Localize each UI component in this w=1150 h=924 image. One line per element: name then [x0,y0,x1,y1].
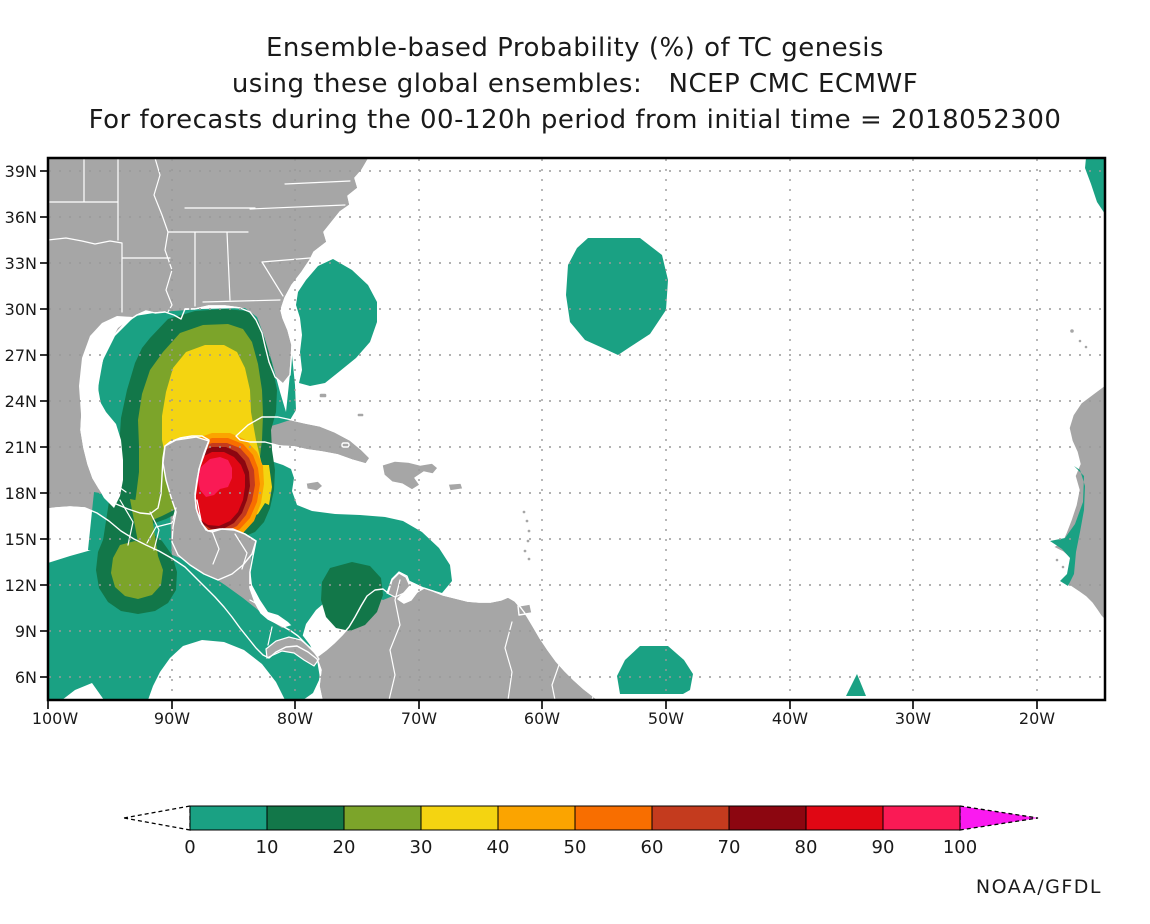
colorbar-segment [420,805,499,831]
y-tick: 12N [5,576,37,595]
contour-teal-ne-corner [1085,159,1104,213]
colorbar-label: 70 [718,837,741,858]
colorbar-segment [266,805,345,831]
colorbar-label: 40 [487,837,510,858]
chart-title-line2: using these global ensembles: NCEP CMC E… [231,69,919,99]
colorbar-segment [882,805,961,831]
y-tick: 9N [15,622,37,641]
colorbar-label: 100 [943,837,977,858]
colorbar-segment [189,805,268,831]
colorbar-underflow-arrow [123,805,191,831]
colorbar-segment [651,805,730,831]
x-axis-labels: 100W 90W 80W 70W 60W 50W 40W 30W 20W [32,709,1055,728]
border-lines [49,159,599,699]
y-tick: 36N [5,208,37,227]
x-tick: 20W [1019,709,1055,728]
colorbar-label: 60 [641,837,664,858]
contour-darkgreen-caribbean [321,562,383,631]
x-tick: 60W [524,709,560,728]
contour-teal-mid-atlantic [566,238,668,355]
x-tick: 30W [895,709,931,728]
y-axis-labels: 39N 36N 33N 30N 27N 24N 21N 18N 15N 12N … [5,162,37,687]
x-tick: 50W [648,709,684,728]
x-tick: 80W [277,709,313,728]
contour-teal-africa-coast [1050,466,1085,586]
colorbar-labels: 0 10 20 30 40 50 60 70 80 90 100 [184,837,977,858]
colorbar-overflow-arrow [959,805,1039,831]
colorbar-label: 20 [333,837,356,858]
x-tick: 90W [154,709,190,728]
contour-teal-tropical-atlantic [617,646,693,694]
contour-90-100 [198,457,232,497]
colorbar-segment [343,805,422,831]
colorbar-label: 30 [410,837,433,858]
y-tick: 30N [5,300,37,319]
x-tick: 40W [772,709,808,728]
colorbar: 0 10 20 30 40 50 60 70 80 90 100 [123,805,1039,858]
y-tick: 18N [5,484,37,503]
colorbar-label: 50 [564,837,587,858]
chart-title-line1: Ensemble-based Probability (%) of TC gen… [266,33,884,63]
west-gulf-water [79,316,133,508]
colorbar-segment [728,805,807,831]
x-tick: 100W [32,709,79,728]
colorbar-segment [574,805,653,831]
y-tick: 24N [5,392,37,411]
colorbar-segment [497,805,576,831]
y-tick: 6N [15,668,37,687]
credit-text: NOAA/GFDL [976,876,1102,898]
axis-ticks [40,170,1038,709]
y-tick: 21N [5,438,37,457]
chart-title-block: Ensemble-based Probability (%) of TC gen… [0,30,1150,138]
x-tick: 70W [401,709,437,728]
contour-teal-small-triangle [846,674,866,696]
colorbar-label: 90 [872,837,895,858]
chart-title-line3: For forecasts during the 00-120h period … [88,105,1062,135]
grid-lines [49,159,1104,699]
y-tick: 33N [5,254,37,273]
colorbar-label: 0 [184,837,195,858]
map-frame [46,156,1107,702]
colorbar-segment [805,805,884,831]
y-tick: 27N [5,346,37,365]
colorbar-label: 10 [256,837,279,858]
colorbar-label: 80 [795,837,818,858]
y-tick: 39N [5,162,37,181]
contour-teal-se-us-atlantic [296,259,377,386]
y-tick: 15N [5,530,37,549]
